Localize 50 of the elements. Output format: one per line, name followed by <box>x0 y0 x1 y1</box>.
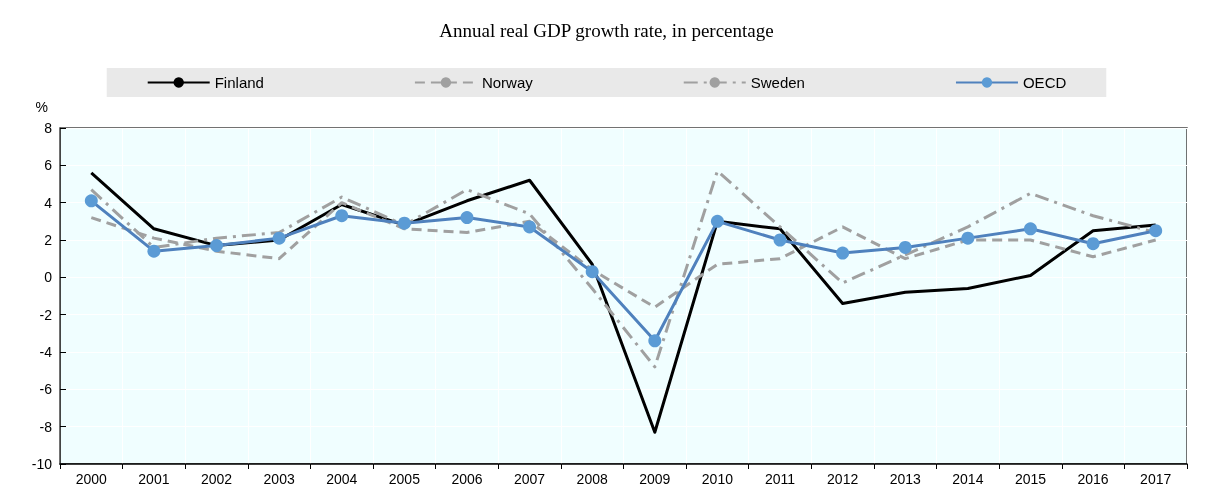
point <box>523 220 537 234</box>
x-tick-label: 2017 <box>1140 471 1172 487</box>
x-tick-label: 2007 <box>514 471 546 487</box>
y-tick-label: -6 <box>39 381 53 398</box>
x-tick-label: 2005 <box>388 471 421 487</box>
point <box>84 194 98 208</box>
x-tick-label: 2010 <box>701 471 734 487</box>
point <box>585 265 599 279</box>
y-tick-label: -10 <box>31 456 53 472</box>
x-tick-label: 2013 <box>889 471 922 487</box>
point <box>335 209 349 223</box>
x-tick-label: 2015 <box>1014 471 1047 487</box>
chart-title: Annual real GDP growth rate, in percentage <box>439 20 774 41</box>
point <box>272 231 286 245</box>
point <box>1023 222 1037 236</box>
x-tick-label: 2003 <box>263 471 295 487</box>
y-tick-label: 4 <box>44 194 53 211</box>
x-tick-label: 2006 <box>451 471 483 487</box>
x-tick-label: 2000 <box>75 471 108 487</box>
legend-label: Sweden <box>750 74 805 91</box>
legend-label: Norway <box>481 74 534 91</box>
y-tick-label: 8 <box>44 120 53 136</box>
x-tick-label: 2004 <box>326 471 358 487</box>
x-tick-label: 2008 <box>576 471 608 487</box>
point <box>460 211 474 225</box>
point <box>1086 237 1100 251</box>
x-tick-label: 2011 <box>764 471 796 487</box>
point <box>147 244 161 258</box>
x-tick-label: 2009 <box>639 471 671 487</box>
y-tick-label: 2 <box>44 232 53 248</box>
x-tick-label: 2014 <box>952 471 984 487</box>
legend-label: Finland <box>214 74 264 91</box>
y-tick-label: -4 <box>39 344 53 360</box>
point <box>773 233 787 247</box>
y-tick-label: 6 <box>44 157 53 174</box>
x-tick-label: 2002 <box>200 471 233 487</box>
x-tick-label: 2001 <box>138 471 170 487</box>
y-tick-label: 0 <box>44 269 53 286</box>
x-tick-label: 2016 <box>1077 471 1109 487</box>
legend-label: OECD <box>1022 74 1067 91</box>
x-tick-label: 2012 <box>827 471 859 487</box>
y-tick-label: -2 <box>39 306 53 323</box>
point <box>1149 224 1163 238</box>
point <box>397 216 411 230</box>
point <box>648 334 662 348</box>
point <box>961 231 975 245</box>
y-tick-label: -8 <box>39 418 53 435</box>
y-axis-title: % <box>35 99 48 115</box>
point <box>836 246 850 260</box>
point <box>898 240 912 254</box>
